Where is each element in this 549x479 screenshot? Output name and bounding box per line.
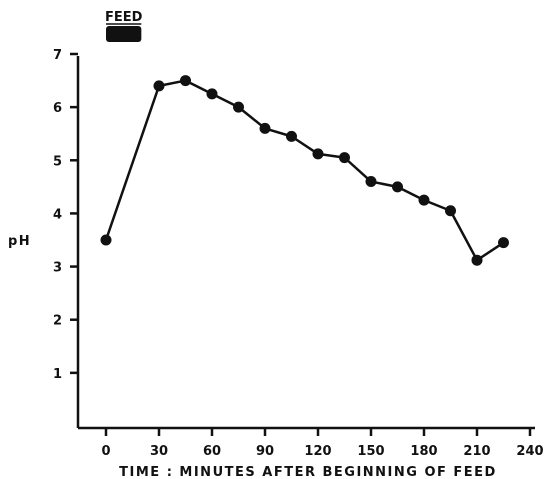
data-point — [392, 181, 403, 193]
x-tick-label: 180 — [410, 444, 437, 459]
data-point — [418, 194, 430, 206]
y-axis: 1 2 3 4 5 6 7 pH — [8, 48, 80, 428]
x-tick-label: 0 — [101, 444, 110, 459]
x-tick-label: 150 — [357, 444, 384, 459]
data-point — [445, 205, 456, 217]
x-tick-label: 90 — [256, 444, 274, 459]
data-point — [206, 88, 218, 100]
y-tick-label: 3 — [53, 261, 62, 276]
data-point — [339, 152, 350, 164]
y-tick-label: 7 — [53, 48, 62, 63]
plot-area — [100, 75, 509, 266]
data-point — [365, 176, 377, 188]
data-point — [180, 75, 191, 87]
y-tick-label: 5 — [53, 154, 62, 169]
data-point — [233, 101, 244, 113]
y-tick-label: 4 — [53, 207, 62, 222]
y-axis-title: pH — [8, 234, 31, 249]
x-tick-label: 30 — [150, 444, 168, 459]
feed-annotation: FEED — [105, 10, 143, 42]
data-point — [286, 130, 297, 142]
data-point — [471, 254, 483, 266]
data-point — [498, 237, 509, 249]
y-tick-label: 6 — [53, 101, 62, 116]
y-tick-label: 2 — [53, 314, 62, 329]
data-point — [312, 148, 324, 160]
data-point — [153, 80, 165, 92]
data-point — [100, 234, 112, 246]
feed-label: FEED — [105, 10, 143, 25]
x-axis: 0 30 60 90 120 150 180 210 240 TIME : MINUTES AF… — [78, 426, 544, 479]
data-point — [259, 122, 271, 134]
feed-bar — [106, 26, 142, 42]
series-line — [104, 79, 505, 262]
x-axis-title: TIME : MINUTES AFTER BEGINNING OF FEED — [119, 465, 497, 479]
x-tick-label: 210 — [463, 444, 490, 459]
x-tick-label: 240 — [516, 444, 543, 459]
y-tick-label: 1 — [53, 367, 62, 382]
x-tick-label: 120 — [304, 444, 331, 459]
x-tick-label: 60 — [203, 444, 221, 459]
